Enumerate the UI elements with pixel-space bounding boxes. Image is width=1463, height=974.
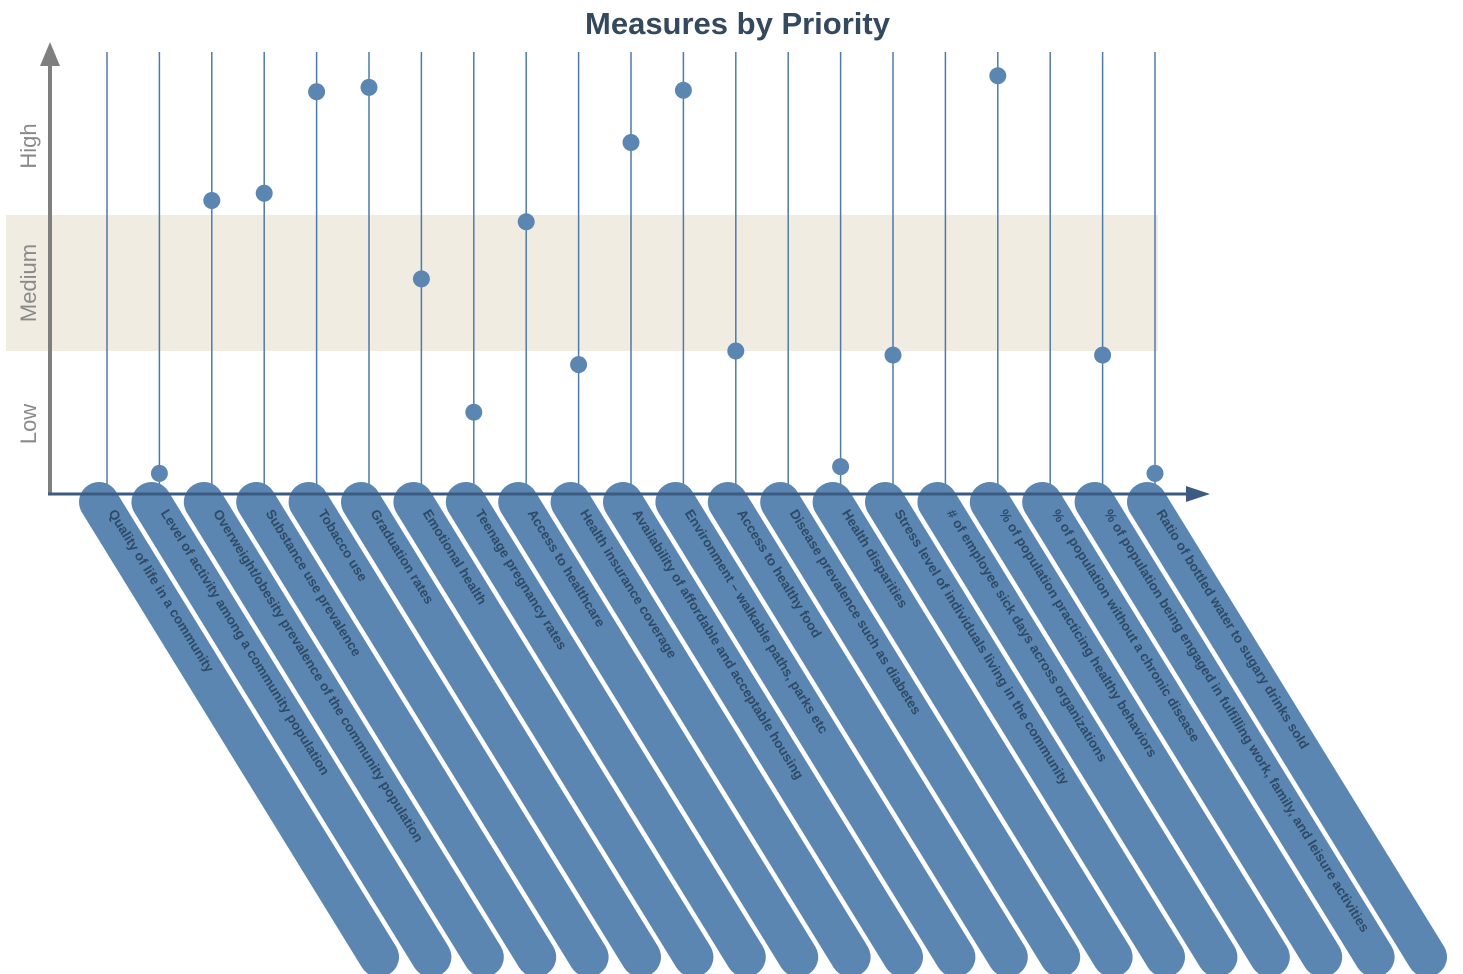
- category-label-bar: [707, 482, 1028, 974]
- band-label-high: High: [16, 123, 41, 168]
- category-label-bar: [550, 482, 871, 974]
- category-label-bar: [1022, 482, 1343, 974]
- data-point: [674, 81, 692, 99]
- y-axis-arrow-icon: [40, 42, 60, 66]
- category-label-bar: [236, 482, 557, 974]
- medium-priority-band: [6, 215, 1158, 351]
- category-label-bar: [917, 482, 1238, 974]
- data-point: [150, 464, 168, 482]
- category-label-bar: [812, 482, 1133, 974]
- band-label-low: Low: [16, 404, 41, 444]
- category-label-bar: [79, 482, 399, 974]
- data-point: [308, 83, 326, 101]
- category-label-bar: [655, 482, 976, 974]
- category-label-bar: [865, 482, 1185, 974]
- data-point: [412, 270, 430, 288]
- category-label-bar: [445, 482, 766, 974]
- category-label-bar: [288, 482, 609, 974]
- data-point: [622, 134, 640, 151]
- data-point: [832, 458, 850, 476]
- data-point: [884, 346, 902, 364]
- x-axis-arrow-icon: [1186, 486, 1210, 502]
- data-point: [255, 184, 273, 202]
- data-point: [989, 67, 1007, 85]
- category-label-bar: [183, 482, 504, 974]
- data-point: [465, 403, 483, 421]
- category-label-bar: [131, 482, 452, 974]
- category-label-bar: [760, 482, 1081, 974]
- category-label-bar: [341, 482, 661, 974]
- data-point: [1094, 346, 1112, 364]
- data-point: [517, 213, 535, 231]
- data-point: [360, 78, 378, 96]
- category-label-bar: [969, 482, 1290, 974]
- category-label-bar: [1127, 482, 1447, 974]
- data-point: [727, 342, 745, 360]
- band-label-medium: Medium: [16, 244, 41, 322]
- category-label-bar: [603, 482, 923, 974]
- data-point: [1146, 464, 1164, 482]
- data-point: [203, 192, 221, 209]
- data-point: [570, 356, 588, 374]
- category-label-bar: [1074, 482, 1395, 974]
- category-label-bar: [498, 482, 819, 974]
- category-label-bar: [393, 482, 714, 974]
- chart-title: Measures by Priority: [585, 6, 890, 41]
